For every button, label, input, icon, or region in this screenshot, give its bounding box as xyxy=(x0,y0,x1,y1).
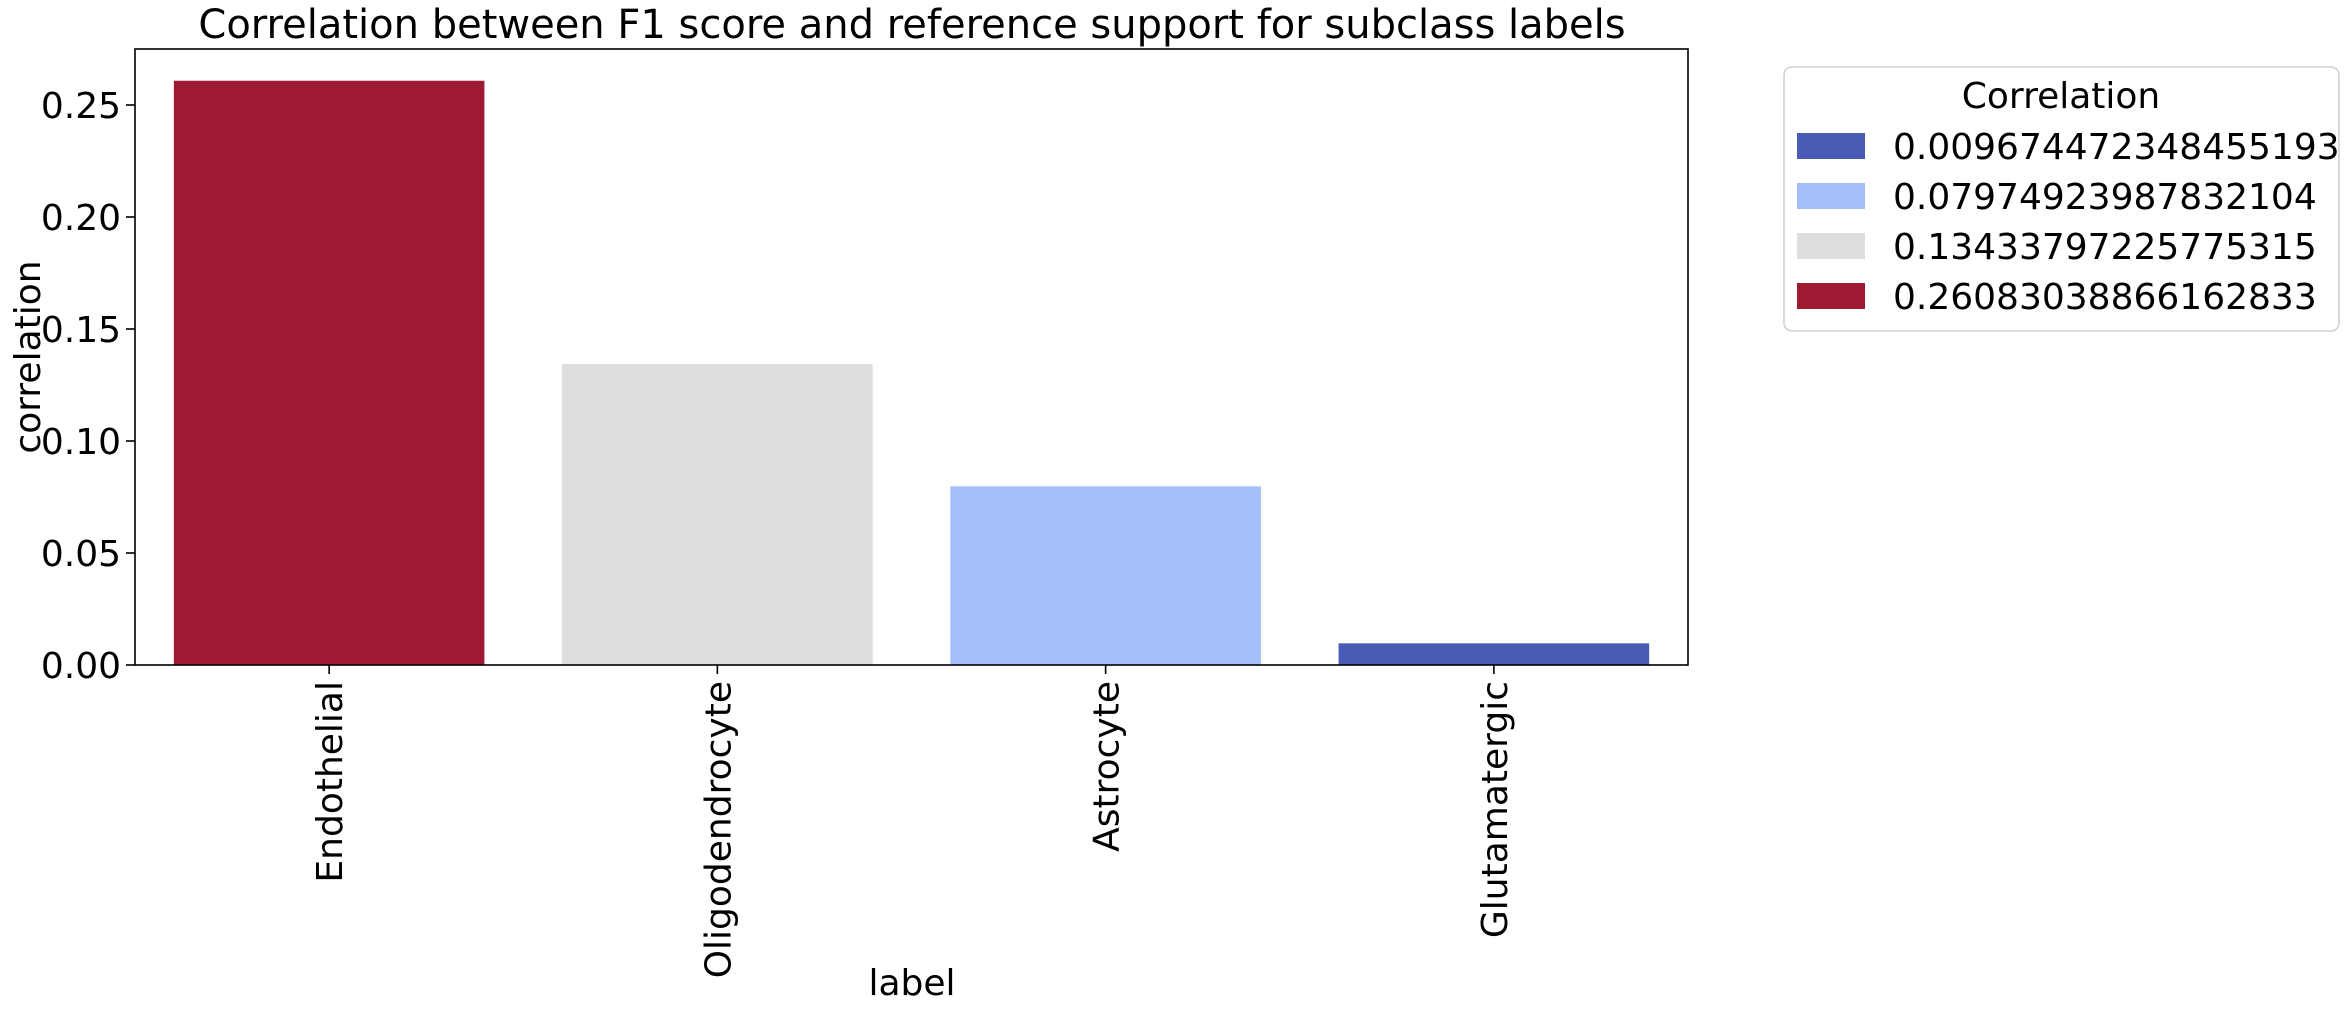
legend-label: 0.07974923987832104 xyxy=(1893,177,2317,218)
bar-astrocyte xyxy=(950,486,1261,665)
y-tick-label: 0.05 xyxy=(41,534,121,575)
bar-oligodendrocyte xyxy=(562,364,873,665)
x-tick-label: Endothelial xyxy=(310,681,351,883)
y-axis-label: correlation xyxy=(8,260,49,453)
y-tick-label: 0.10 xyxy=(41,422,121,463)
legend: Correlation 0.009674472348455193 0.079749… xyxy=(1783,66,2340,332)
x-tick-label: Oligodendrocyte xyxy=(698,681,739,978)
x-tick-label: Astrocyte xyxy=(1087,681,1128,852)
bar-endothelial xyxy=(173,80,485,665)
y-axis: 0.00 0.05 0.10 0.15 0.20 0.25 xyxy=(41,86,135,687)
y-tick-label: 0.20 xyxy=(41,198,121,239)
legend-label: 0.13433797225775315 xyxy=(1893,227,2317,268)
x-tick-label: Glutamatergic xyxy=(1475,681,1516,938)
x-axis-label: label xyxy=(868,963,955,1004)
legend-title: Correlation xyxy=(1962,76,2161,117)
legend-box xyxy=(1783,66,2340,332)
legend-label: 0.26083038866162833 xyxy=(1893,277,2317,318)
y-tick-label: 0.00 xyxy=(41,646,121,687)
y-tick-label: 0.25 xyxy=(41,86,121,127)
bar-glutamatergic xyxy=(1338,643,1650,665)
legend-label: 0.009674472348455193 xyxy=(1893,127,2340,168)
bars xyxy=(173,80,1650,665)
legend-swatch xyxy=(1797,233,1865,259)
plot-frame xyxy=(134,48,1689,666)
legend-swatch xyxy=(1797,283,1865,309)
chart-title: Correlation between F1 score and referen… xyxy=(198,2,1625,48)
y-tick-label: 0.15 xyxy=(41,310,121,351)
legend-entries: 0.009674472348455193 0.07974923987832104 0… xyxy=(1797,127,2340,318)
x-axis: Endothelial Oligodendrocyte Astrocyte Gluta… xyxy=(310,665,1516,978)
legend-swatch xyxy=(1797,183,1865,209)
legend-swatch xyxy=(1797,133,1865,159)
